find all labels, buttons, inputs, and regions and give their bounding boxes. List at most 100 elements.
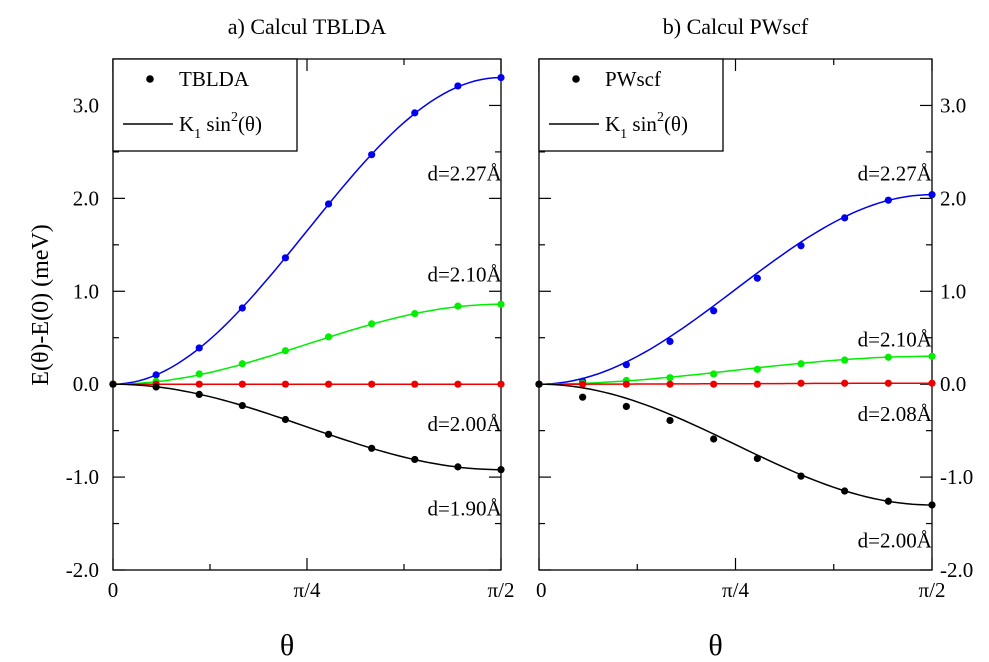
x-tick-label: π/2 [488,578,515,602]
data-point [324,333,333,341]
panels: a) Calcul TBLDA -2.0 -1.0 0.0 1.0 2.0 3.0 0 π/4 π… [66,14,974,662]
x-axis-label: θ [280,629,294,662]
data-point [497,73,505,82]
y-tick-label: -1.0 [66,465,99,489]
data-point [152,371,160,379]
data-point [797,472,805,480]
data-point [928,501,936,509]
series-label: d=2.10Å [427,263,502,287]
y-tick-label: 1.0 [73,279,99,303]
data-point [928,352,936,360]
y-tick-label: 2.0 [940,186,966,210]
data-point [368,380,376,388]
x-tick-label: π/4 [294,578,321,602]
data-point [411,309,419,318]
data-point [281,347,290,355]
data-point [579,393,587,401]
data-point [753,454,761,463]
fit-curve [539,355,932,385]
data-point [368,320,376,328]
data-point [710,370,718,378]
data-point [841,487,849,495]
series-label: d=2.27Å [427,161,502,185]
data-point [324,200,333,208]
data-point [454,380,462,388]
data-point [710,435,718,443]
data-point [928,191,936,199]
legend-box [112,58,298,152]
y-axis-label: E(θ)-E(0) (meV) [28,224,54,385]
series-label: d=2.08Å [858,402,933,426]
data-point [152,383,160,391]
legend-marker [146,75,154,83]
data-point [884,196,892,204]
data-point [710,307,718,315]
legend-points-label: TBLDA [179,67,250,91]
fit-curve [112,303,501,385]
data-point [324,430,333,438]
data-point [238,380,246,388]
data-point [622,361,630,369]
y-tick-label: 3.0 [940,93,966,117]
data-point [368,151,376,159]
data-point [195,380,203,388]
x-tick-label: π/2 [919,578,946,602]
y-tick-label: 1.0 [940,279,966,303]
data-point [195,370,203,378]
data-point [195,390,203,399]
fit-curve [538,383,933,506]
data-point [497,466,505,474]
data-point [411,109,419,117]
y-tick-label: -2.0 [66,558,99,582]
data-point [666,374,674,382]
data-point [753,365,761,373]
data-point [884,353,892,361]
data-point [238,360,246,368]
data-point [497,380,505,388]
data-point [884,379,892,387]
data-point [324,380,333,388]
y-tick-label: 2.0 [73,186,99,210]
chart-title: a) Calcul TBLDA [228,14,387,39]
series-label: d=2.27Å [858,161,933,185]
data-point [753,380,761,388]
data-point [710,380,718,388]
x-tick-label: π/4 [722,578,749,602]
data-point [281,415,290,424]
y-tick-label: 0.0 [940,372,966,396]
data-point [841,356,849,364]
x-tick-label: 0 [536,578,547,602]
fit-curve [112,76,502,385]
chart-panel-2: b) Calcul PWscf -2.0 -1.0 0.0 1.0 2.0 3.0 0 π/4 π… [535,14,973,662]
fit-curve [539,382,932,385]
data-point [797,379,805,387]
legend-marker [572,75,580,83]
data-point [666,416,674,425]
data-point [884,497,892,505]
series-label: d=2.00Å [427,412,502,436]
data-point [928,379,936,387]
legend-fit-label: K1 sin2(θ) [179,110,262,142]
y-tick-label: -1.0 [940,465,973,489]
data-point [841,214,849,222]
x-axis-label: θ [708,629,722,662]
chart-title: b) Calcul PWscf [663,14,809,39]
data-point [622,380,630,388]
data-point [797,360,805,368]
y-tick-label: 0.0 [73,372,99,396]
fit-curve [538,193,933,385]
data-point [497,300,505,308]
data-point [454,302,462,310]
chart-panel-1: a) Calcul TBLDA -2.0 -1.0 0.0 1.0 2.0 3.0 0 π/4 π… [66,14,515,662]
data-point [281,380,290,388]
data-point [238,304,246,312]
legend-box [538,58,724,152]
data-point [238,401,246,410]
data-point [753,274,761,282]
data-point [841,379,849,387]
data-point [411,455,419,464]
x-tick-label: 0 [108,578,119,602]
legend-fit-label: K1 sin2(θ) [605,110,688,142]
data-point [109,380,117,388]
